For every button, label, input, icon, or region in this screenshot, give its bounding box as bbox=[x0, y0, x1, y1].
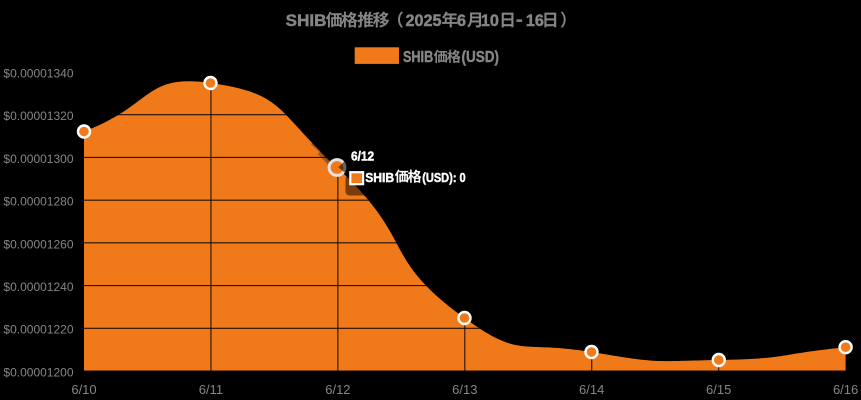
svg-text:$0.00001260: $0.00001260 bbox=[3, 237, 73, 251]
svg-text:6/16: 6/16 bbox=[833, 382, 858, 397]
svg-text:6/15: 6/15 bbox=[706, 382, 731, 397]
svg-text:6/14: 6/14 bbox=[579, 382, 604, 397]
svg-text:$0.00001340: $0.00001340 bbox=[3, 66, 73, 80]
svg-text:$0.00001300: $0.00001300 bbox=[3, 152, 73, 166]
svg-text:2025: 2025 bbox=[406, 12, 442, 30]
svg-text:6/10: 6/10 bbox=[71, 382, 96, 397]
svg-text:(USD): 0: (USD): 0 bbox=[422, 171, 466, 185]
svg-text:16: 16 bbox=[526, 12, 544, 30]
svg-text:6/12: 6/12 bbox=[325, 382, 350, 397]
svg-text:10: 10 bbox=[481, 12, 499, 30]
svg-text:$0.00001240: $0.00001240 bbox=[3, 280, 73, 294]
svg-text:SHIB: SHIB bbox=[403, 49, 433, 66]
svg-text:SHIB: SHIB bbox=[286, 12, 327, 30]
svg-text:$0.00001200: $0.00001200 bbox=[3, 365, 73, 379]
svg-text:6/11: 6/11 bbox=[199, 382, 223, 397]
svg-text:$0.00001220: $0.00001220 bbox=[3, 323, 73, 337]
svg-text:$0.00001280: $0.00001280 bbox=[3, 195, 73, 209]
svg-text:SHIB: SHIB bbox=[365, 171, 394, 185]
svg-text:(USD): (USD) bbox=[462, 49, 500, 66]
svg-text:6/13: 6/13 bbox=[452, 382, 477, 397]
svg-text:$0.00001320: $0.00001320 bbox=[3, 109, 73, 123]
svg-text:6/12: 6/12 bbox=[351, 149, 374, 163]
svg-text:6: 6 bbox=[457, 12, 466, 30]
